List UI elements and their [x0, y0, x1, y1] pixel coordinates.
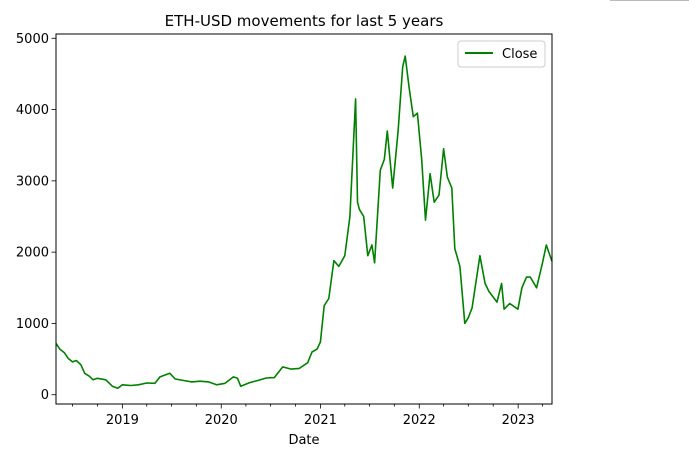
x-tick-label: 2023 [502, 413, 535, 428]
legend-label: Close [502, 47, 537, 62]
x-tick-label: 2020 [205, 413, 238, 428]
y-tick-label: 2000 [16, 246, 49, 261]
legend: Close [457, 40, 546, 68]
x-axis: 2019 2020 2021 2022 2023 [72, 404, 543, 428]
series-line-0 [55, 55, 553, 390]
x-tick-label: 2019 [106, 413, 139, 428]
top-edge-rule [610, 0, 689, 1]
legend-box [457, 40, 546, 68]
y-axis: 0 1000 2000 3000 4000 5000 [16, 32, 56, 403]
y-tick-label: 4000 [16, 103, 49, 118]
chart-title: ETH-USD movements for last 5 years [165, 12, 444, 30]
series-layer [55, 55, 553, 390]
plot-frame [55, 33, 553, 405]
y-tick-label: 1000 [16, 317, 49, 332]
plot-area [56, 34, 552, 404]
x-tick-label: 2021 [304, 413, 337, 428]
y-tick-label: 3000 [16, 174, 49, 189]
x-axis-label: Date [288, 433, 319, 448]
x-tick-label: 2022 [403, 413, 436, 428]
y-tick-label: 0 [41, 388, 49, 403]
y-tick-label: 5000 [16, 32, 49, 47]
